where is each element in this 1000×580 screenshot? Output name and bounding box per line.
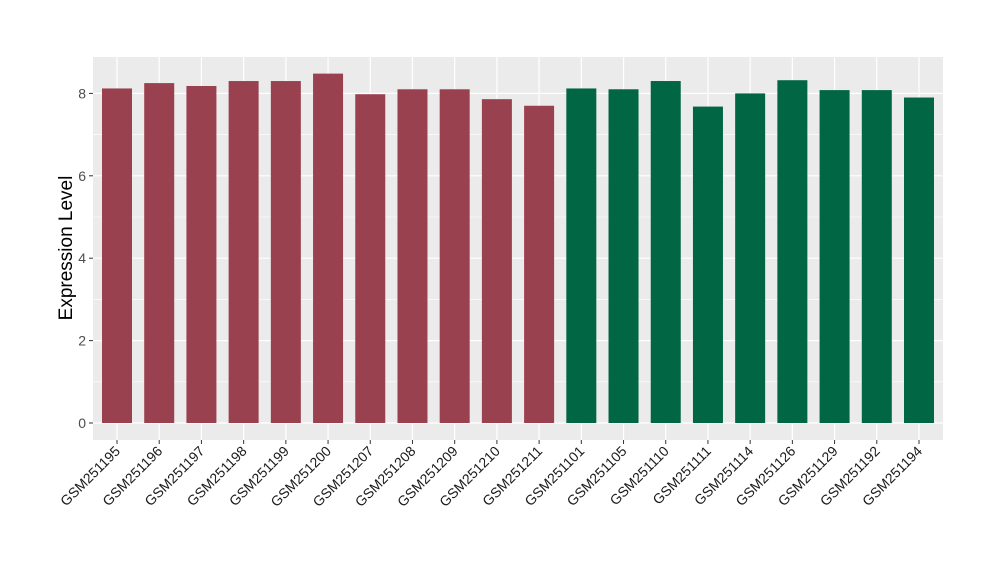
y-tick-label: 0 (78, 415, 86, 431)
bar (397, 89, 428, 423)
y-tick-label: 8 (78, 85, 86, 101)
bar (608, 89, 639, 423)
y-tick-label: 4 (78, 250, 86, 266)
bar (270, 81, 301, 423)
bar (102, 88, 132, 424)
bar (861, 90, 892, 423)
bar (481, 99, 512, 423)
x-axis: GSM251195GSM251196GSM251197GSM251198GSM2… (57, 440, 925, 510)
bar (524, 105, 555, 423)
bar (904, 97, 934, 424)
bar (566, 88, 597, 424)
bar (439, 89, 470, 423)
y-tick-label: 2 (78, 333, 86, 349)
bar (650, 81, 681, 423)
bar (735, 93, 766, 424)
plot-panel (93, 57, 943, 440)
bar (313, 73, 344, 424)
bar (819, 90, 850, 423)
y-tick-label: 6 (78, 168, 86, 184)
bar (355, 94, 386, 423)
bar (186, 85, 217, 423)
bars (102, 73, 934, 424)
bar (692, 106, 723, 424)
bar (777, 80, 808, 423)
y-axis: 0 2 4 6 8 (78, 85, 93, 431)
bar (228, 81, 259, 423)
y-axis-title: Expression Level (56, 176, 77, 321)
bar (144, 83, 175, 423)
